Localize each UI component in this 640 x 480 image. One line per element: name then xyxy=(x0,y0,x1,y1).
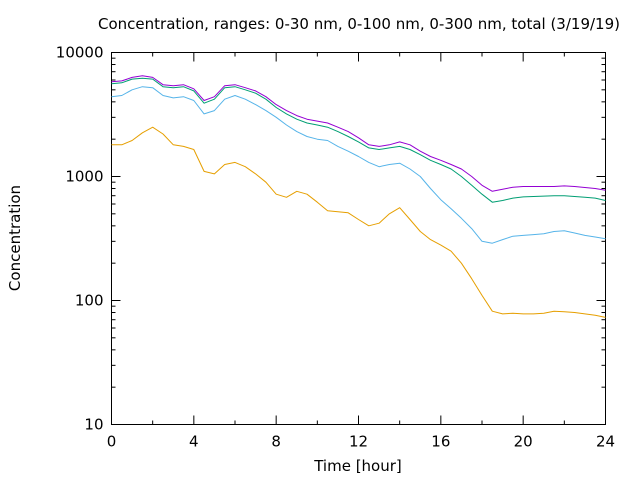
y-axis-label: Concentration xyxy=(6,185,24,291)
x-tick-label: 8 xyxy=(271,433,281,451)
x-tick-label: 16 xyxy=(431,433,450,451)
y-tick-label: 100 xyxy=(75,292,104,310)
x-tick-label: 20 xyxy=(514,433,533,451)
x-tick-label: 12 xyxy=(349,433,368,451)
x-tick-label: 0 xyxy=(107,433,117,451)
y-tick-label: 1000 xyxy=(65,168,103,186)
series-line-4 xyxy=(111,75,606,192)
plot-frame xyxy=(111,52,606,425)
x-axis: 0 4 8 12 16 20 24 xyxy=(107,52,615,451)
y-tick-label: 10 xyxy=(84,416,103,434)
x-axis-label: Time [hour] xyxy=(313,457,402,475)
x-tick-label: 24 xyxy=(596,433,615,451)
x-tick-label: 4 xyxy=(189,433,199,451)
series-line-3 xyxy=(111,77,606,203)
series-lines xyxy=(111,75,606,318)
chart-title: Concentration, ranges: 0-30 nm, 0-100 nm… xyxy=(98,15,620,33)
y-axis: 10 100 1000 10000 xyxy=(56,44,606,434)
series-line-2 xyxy=(111,86,606,244)
series-line-1 xyxy=(111,126,606,318)
y-tick-label: 10000 xyxy=(56,44,104,62)
